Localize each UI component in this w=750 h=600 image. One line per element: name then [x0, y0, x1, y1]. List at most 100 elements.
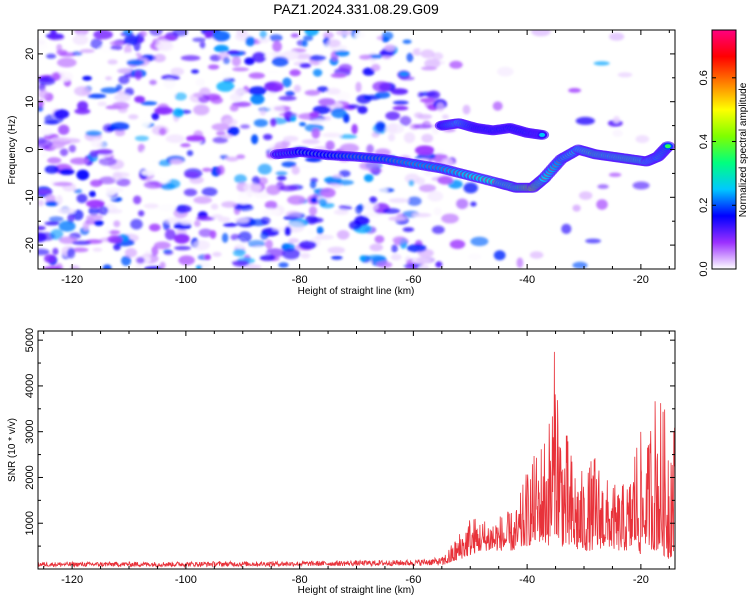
heatmap-cell [259, 254, 276, 261]
heatmap-cell [165, 217, 183, 224]
x-tick-label: -80 [292, 574, 308, 586]
heatmap-cell [93, 30, 113, 40]
heatmap-cell [223, 57, 230, 65]
heatmap-cell [114, 128, 126, 137]
heatmap-cell [281, 50, 299, 61]
heatmap-cell [531, 30, 551, 37]
heatmap-cell [278, 262, 289, 268]
main-signal [269, 141, 675, 193]
heatmap-cell [211, 123, 230, 131]
heatmap-cell [97, 101, 107, 107]
y-tick-label: 3000 [24, 419, 36, 443]
heatmap-cell [416, 256, 436, 264]
heatmap-cell [240, 124, 250, 129]
heatmap-cell [326, 87, 341, 95]
y-tick-label: 5000 [24, 328, 36, 352]
heatmap-cell [381, 31, 394, 41]
heatmap-cell [170, 159, 183, 165]
heatmap-cell [172, 30, 188, 37]
heatmap-cell [299, 122, 306, 127]
heatmap-cell [298, 240, 317, 250]
x-tick-label: -20 [633, 574, 649, 586]
snr-x-ticks: -120 -100 -80 -60 -40 -20 [43, 331, 670, 586]
heatmap-cell [139, 30, 147, 38]
heatmap-cell [285, 210, 301, 218]
heatmap-cell [278, 95, 297, 101]
heatmap-cell [72, 209, 84, 221]
heatmap-cell [388, 198, 409, 203]
heatmap-cell [492, 101, 503, 111]
heatmap-cell [407, 196, 422, 206]
heatmap-cell [229, 104, 239, 112]
heatmap-cell [193, 104, 210, 116]
heatmap-cell [251, 134, 259, 145]
heatmap-cell [423, 171, 433, 177]
heatmap-cell [282, 248, 301, 260]
heatmap-cell [175, 204, 192, 213]
heatmap-cell [325, 140, 335, 151]
heatmap-cell [236, 30, 248, 38]
heatmap-cell [333, 209, 349, 215]
heatmap-cell [123, 30, 133, 36]
x-tick-label: -40 [519, 274, 535, 286]
heatmap-cell [307, 229, 315, 236]
heatmap-cell [266, 91, 276, 97]
heatmap-cell [408, 179, 415, 187]
heatmap-cell [516, 257, 524, 269]
heatmap-cell [44, 254, 56, 263]
heatmap-cell [435, 261, 443, 268]
heatmap-cell [375, 91, 391, 99]
heatmap-cell [184, 171, 200, 178]
heatmap-cell [245, 36, 256, 47]
heatmap-cell [387, 133, 396, 142]
heatmap-cell [442, 114, 449, 120]
heatmap-cell [222, 134, 233, 139]
heatmap-cell [74, 86, 91, 97]
snr-series-line [38, 351, 675, 569]
heatmap-cell [186, 150, 194, 157]
heatmap-cell [57, 207, 76, 214]
heatmap-cell [414, 145, 435, 156]
heatmap-cell [359, 255, 367, 262]
heatmap-cell [264, 53, 274, 60]
heatmap-cell [309, 55, 326, 61]
heatmap-cell [385, 123, 405, 134]
figure-title: PAZ1.2024.331.08.29.G09 [273, 1, 439, 17]
heatmap-cell [470, 236, 489, 247]
heatmap-cell [334, 50, 350, 57]
heatmap-cell [449, 60, 463, 69]
heatmap-cell [336, 230, 350, 240]
snr-y-axis-title: SNR (10 * v/v) [7, 418, 18, 482]
heatmap-cell [52, 137, 72, 142]
heatmap-cell [274, 141, 288, 151]
heatmap-cell [291, 165, 300, 175]
heatmap-cell [50, 229, 64, 240]
heatmap-cell [70, 157, 90, 165]
heatmap-cell [185, 135, 206, 142]
heatmap-cell [415, 177, 426, 186]
heatmap-cell [234, 204, 254, 212]
heatmap-cell [392, 236, 407, 244]
heatmap-cell [572, 261, 588, 269]
heatmap-cell [57, 57, 77, 68]
heatmap-cell [437, 175, 454, 185]
heatmap-cell [449, 239, 466, 249]
snr-x-axis-title: Height of straight line (km) [298, 585, 415, 596]
heatmap-cell [198, 228, 213, 238]
heatmap-cell [49, 216, 64, 223]
colorbar-gradient [712, 30, 736, 269]
heatmap-cell [116, 68, 131, 74]
x-tick-label: -40 [519, 574, 535, 586]
heatmap-cell [284, 226, 292, 236]
heatmap-cell [163, 78, 176, 90]
heatmap-cell [405, 263, 419, 269]
heatmap-cell [412, 124, 433, 129]
heatmap-cell [301, 139, 320, 145]
heatmap-cell [68, 144, 76, 153]
heatmap-cell [431, 225, 445, 234]
x-tick-label: -100 [175, 274, 197, 286]
heatmap-cell [172, 108, 184, 118]
heatmap-cell [106, 65, 125, 70]
heatmap-cell [93, 220, 104, 226]
heatmap-cell [251, 246, 267, 255]
